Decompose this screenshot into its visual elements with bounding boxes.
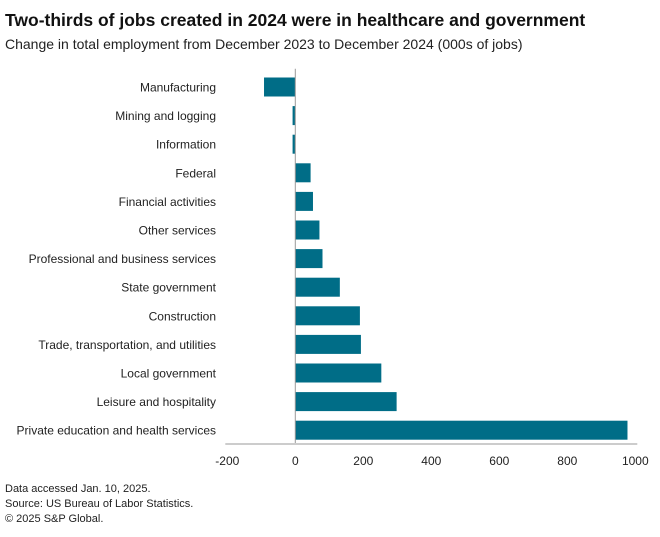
bar — [295, 277, 340, 297]
note-accessed: Data accessed Jan. 10, 2025. — [5, 483, 151, 495]
notes: Data accessed Jan. 10, 2025. Source: US … — [5, 482, 193, 527]
category-label: Other services — [139, 224, 216, 238]
bar — [295, 191, 313, 211]
bar — [295, 334, 361, 354]
x-tick-label: 200 — [353, 454, 373, 468]
x-tick-label: 0 — [292, 454, 299, 468]
category-label: Local government — [121, 367, 217, 381]
note-copyright: © 2025 S&P Global. — [5, 513, 104, 525]
category-label: Professional and business services — [29, 252, 216, 266]
bar — [295, 163, 311, 183]
bar — [295, 392, 397, 412]
x-tick-label: 1000 — [622, 454, 649, 468]
bar — [292, 106, 296, 126]
bar — [295, 420, 628, 440]
bar — [295, 306, 360, 326]
category-label: Trade, transportation, and utilities — [38, 338, 216, 352]
x-tick-label: 800 — [557, 454, 577, 468]
category-label: Construction — [149, 309, 216, 323]
category-label: Private education and health services — [17, 424, 216, 438]
bar — [295, 220, 320, 240]
category-label: Information — [156, 138, 216, 152]
category-label: State government — [121, 281, 216, 295]
x-tick-label: -200 — [215, 454, 239, 468]
bar — [292, 134, 296, 154]
bar — [264, 77, 296, 97]
bar — [295, 363, 382, 383]
category-label: Federal — [175, 166, 216, 180]
note-source: Source: US Bureau of Labor Statistics. — [5, 498, 194, 510]
x-tick-label: 600 — [489, 454, 509, 468]
chart-subtitle: Change in total employment from December… — [5, 36, 523, 52]
category-label: Leisure and hospitality — [97, 395, 216, 409]
category-label: Financial activities — [119, 195, 216, 209]
category-label: Mining and logging — [115, 109, 216, 123]
chart-title: Two-thirds of jobs created in 2024 were … — [5, 10, 586, 30]
x-tick-label: 400 — [421, 454, 441, 468]
bar — [295, 249, 323, 269]
category-label: Manufacturing — [140, 81, 216, 95]
